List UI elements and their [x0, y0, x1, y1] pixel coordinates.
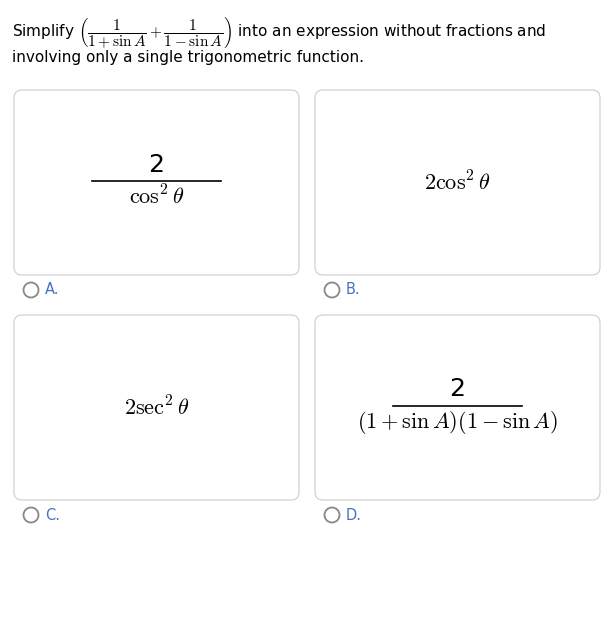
Text: $2 \cos^2 \theta$: $2 \cos^2 \theta$ [424, 170, 491, 195]
FancyBboxPatch shape [14, 90, 299, 275]
Text: $\cos^2 \theta$: $\cos^2 \theta$ [129, 185, 184, 208]
Text: C.: C. [45, 507, 60, 522]
Circle shape [23, 283, 39, 298]
Text: $2 \sec^2 \theta$: $2 \sec^2 \theta$ [124, 396, 189, 419]
Text: Simplify $\left(\dfrac{1}{1+\sin A}+\dfrac{1}{1-\sin A}\right)$ into an expressi: Simplify $\left(\dfrac{1}{1+\sin A}+\dfr… [12, 14, 546, 50]
Text: B.: B. [346, 283, 360, 298]
Circle shape [325, 283, 340, 298]
Text: D.: D. [346, 507, 362, 522]
Text: 2: 2 [449, 378, 465, 401]
Text: 2: 2 [149, 152, 165, 177]
Circle shape [23, 507, 39, 522]
FancyBboxPatch shape [315, 90, 600, 275]
Circle shape [325, 507, 340, 522]
FancyBboxPatch shape [14, 315, 299, 500]
Text: A.: A. [45, 283, 60, 298]
Text: $(1 + \sin A)(1 - \sin A)$: $(1 + \sin A)(1 - \sin A)$ [357, 409, 558, 437]
Text: involving only a single trigonometric function.: involving only a single trigonometric fu… [12, 50, 364, 65]
FancyBboxPatch shape [315, 315, 600, 500]
